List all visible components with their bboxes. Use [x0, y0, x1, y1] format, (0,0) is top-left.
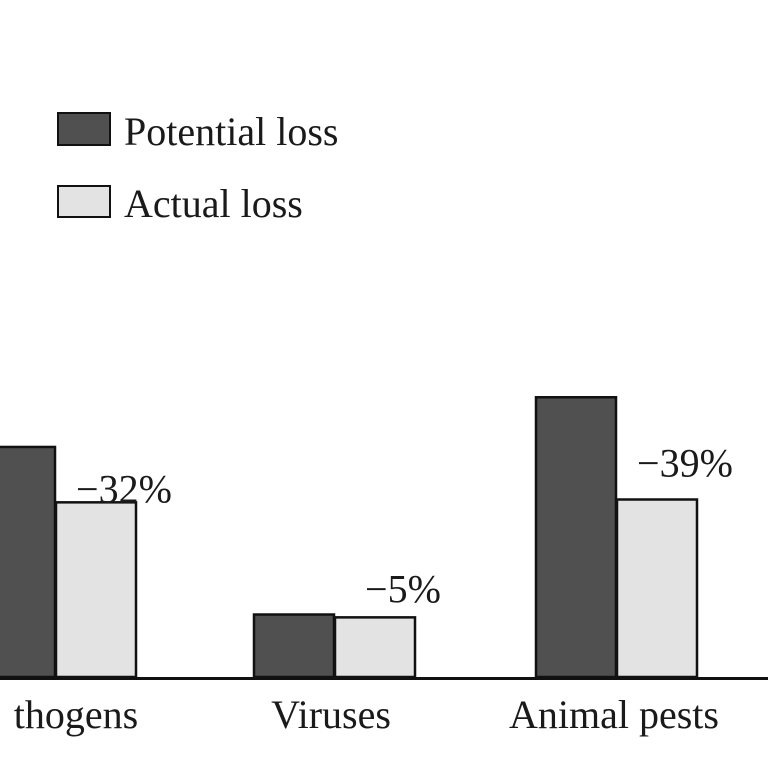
- annotations: −32% −5% −39%: [76, 440, 733, 611]
- x-tick-label-2: Animal pests: [509, 692, 719, 737]
- bar-potential-1: [252, 613, 336, 679]
- bar-potential-0: [0, 445, 57, 679]
- x-tick-label-0: thogens: [14, 692, 138, 737]
- bar-potential-2: [534, 396, 618, 679]
- legend: Potential loss Actual loss: [57, 109, 338, 226]
- bars: [0, 396, 699, 679]
- bar-actual-2: [615, 498, 699, 679]
- bar-actual-1: [333, 616, 417, 679]
- annotation-label-2: −39%: [637, 440, 733, 485]
- legend-label-potential: Potential loss: [124, 109, 338, 154]
- annotation-label-0: −32%: [76, 467, 172, 512]
- x-tick-labels: thogens Viruses Animal pests: [14, 692, 719, 737]
- legend-label-actual: Actual loss: [124, 181, 303, 226]
- bar-actual-0: [54, 501, 138, 679]
- legend-swatch-actual: [57, 185, 111, 218]
- annotation-label-1: −5%: [365, 566, 441, 611]
- legend-swatch-potential: [57, 112, 111, 146]
- x-tick-label-1: Viruses: [271, 692, 391, 737]
